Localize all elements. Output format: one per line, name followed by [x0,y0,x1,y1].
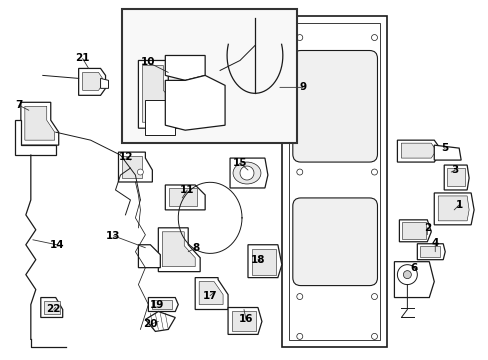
Circle shape [296,35,302,41]
Bar [232,311,255,332]
Polygon shape [433,193,473,225]
Text: 20: 20 [143,319,157,329]
FancyBboxPatch shape [292,198,377,285]
Bar [251,249,275,275]
Polygon shape [437,196,468,221]
Text: 7: 7 [15,100,22,110]
Bar [447,168,464,186]
Text: 13: 13 [106,231,121,241]
Bar [420,246,439,257]
Circle shape [296,333,302,339]
Polygon shape [25,106,55,140]
Polygon shape [148,298,178,311]
Polygon shape [138,245,160,268]
Circle shape [296,293,302,300]
Text: 2: 2 [423,223,430,233]
Text: 22: 22 [46,305,61,315]
Polygon shape [227,307,262,334]
Polygon shape [281,15,386,347]
Text: 1: 1 [455,200,462,210]
Polygon shape [433,145,460,160]
Text: 11: 11 [180,185,194,195]
Polygon shape [41,298,62,318]
Text: 9: 9 [299,82,305,93]
Circle shape [371,35,377,41]
Text: 12: 12 [119,152,133,162]
Circle shape [403,271,410,279]
Polygon shape [195,278,227,310]
Polygon shape [397,140,438,162]
Circle shape [371,293,377,300]
Polygon shape [247,245,281,278]
Polygon shape [165,75,224,130]
Bar [169,188,197,206]
Polygon shape [138,60,178,128]
Circle shape [397,265,416,285]
Polygon shape [142,66,172,122]
Text: 5: 5 [441,143,448,153]
Bar [122,156,142,178]
Circle shape [137,169,143,175]
Bar [152,300,172,309]
Polygon shape [21,102,59,145]
Polygon shape [165,55,205,80]
Circle shape [371,333,377,339]
Text: 17: 17 [203,291,217,301]
Polygon shape [79,68,105,95]
Polygon shape [145,100,175,135]
Text: 6: 6 [410,263,417,273]
Circle shape [296,169,302,175]
Polygon shape [394,262,433,298]
Text: 10: 10 [141,58,155,67]
Text: 18: 18 [250,255,264,265]
Bar [44,301,60,315]
Circle shape [371,169,377,175]
Text: 3: 3 [450,165,458,175]
Text: 19: 19 [150,300,164,310]
Polygon shape [288,23,380,340]
Text: 16: 16 [238,314,253,324]
Bar [402,222,426,239]
Text: 8: 8 [192,243,200,253]
Polygon shape [229,158,267,188]
Polygon shape [199,282,223,305]
Polygon shape [401,143,434,158]
Polygon shape [145,311,175,332]
Polygon shape [15,120,56,155]
Polygon shape [101,78,108,88]
FancyBboxPatch shape [292,50,377,162]
Polygon shape [158,228,200,272]
Polygon shape [399,220,430,242]
Circle shape [240,166,253,180]
Polygon shape [165,185,205,210]
Ellipse shape [233,162,261,184]
Text: 14: 14 [49,240,64,250]
Polygon shape [416,244,444,260]
Text: 15: 15 [232,158,247,168]
Text: 21: 21 [75,54,90,63]
Polygon shape [162,232,195,267]
Text: 4: 4 [431,238,438,248]
Polygon shape [118,152,152,182]
Bar [122,9,296,143]
Polygon shape [82,72,102,90]
Polygon shape [443,165,468,190]
